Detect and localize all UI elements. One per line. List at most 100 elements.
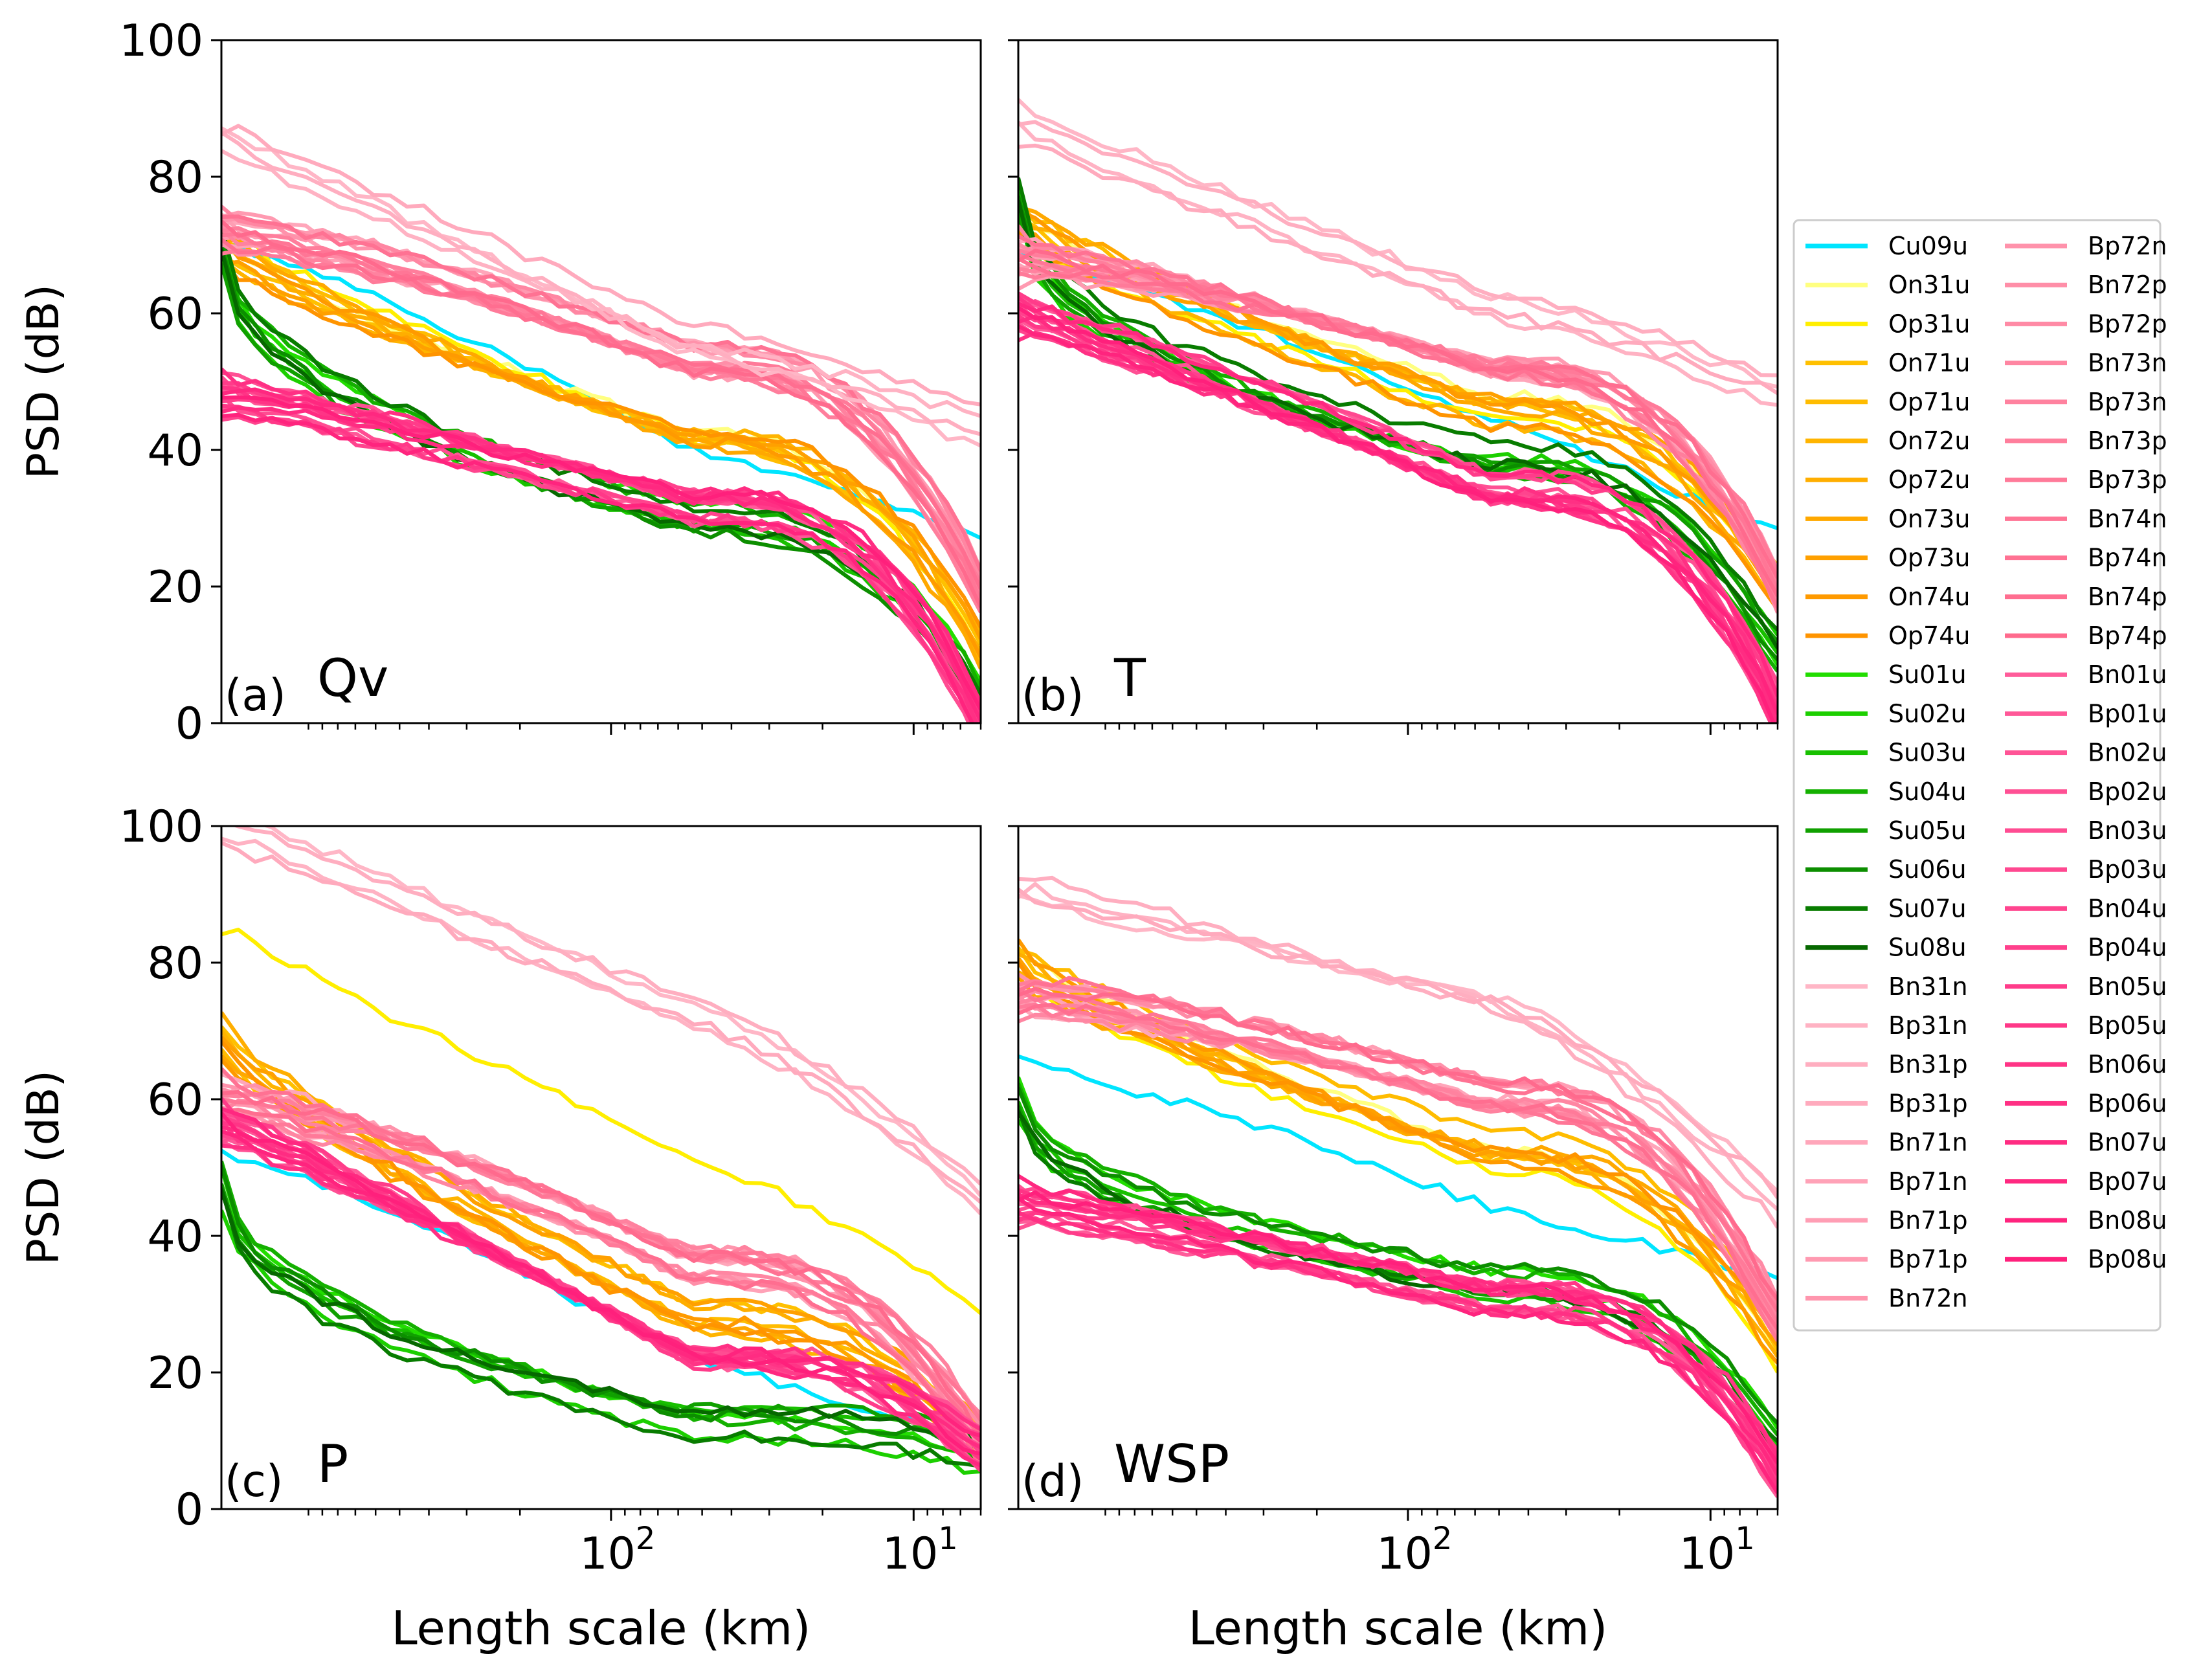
legend-entry: Op74u [1805, 621, 1970, 650]
y-tick-label: 100 [119, 801, 203, 853]
legend-label: Bp74p [2088, 621, 2167, 650]
series-line-Bp31n [221, 836, 981, 1216]
legend-label: Cu09u [1888, 232, 1968, 260]
series-line-Op74u [1018, 231, 1778, 611]
legend-entry: Op71u [1805, 388, 1970, 416]
legend-label: Bp02u [2088, 778, 2167, 806]
series-line-Op74u [221, 255, 981, 629]
legend-entry: Bn08u [2005, 1206, 2167, 1235]
y-tick-label: 100 [119, 16, 203, 67]
legend-entry: Bp73n [2005, 388, 2167, 416]
legend-entry: Bp01u [2005, 699, 2167, 728]
legend-label: Bp04u [2088, 934, 2167, 962]
legend-label: Bn73n [2088, 349, 2167, 377]
legend-label: Bp01u [2088, 699, 2167, 728]
legend-label: Bp31p [1888, 1089, 1968, 1117]
legend-entry: Bp04u [2005, 934, 2167, 962]
legend-entry: Bp02u [2005, 778, 2167, 806]
y-tick-label: 80 [147, 938, 203, 989]
series-lines [1018, 875, 1778, 1499]
legend-entry: Cu09u [1805, 232, 1968, 260]
legend-entry: Bn73p [2005, 427, 2167, 455]
legend-entry: On72u [1805, 427, 1970, 455]
legend-entry: Su03u [1805, 739, 1967, 767]
axes-frame [1017, 39, 1779, 724]
series-line-Bp07u [1018, 302, 1778, 697]
legend-label: Bn72p [2088, 271, 2167, 299]
series-line-Bp74p [221, 1090, 981, 1440]
series-line-Bp31p [1018, 888, 1778, 1200]
legend-entry: Bn02u [2005, 739, 2167, 767]
legend-label: Bp31n [1888, 1011, 1968, 1040]
series-line-On72u [221, 1029, 981, 1466]
legend-entry: Bn31p [1805, 1050, 1968, 1079]
legend-box [1793, 219, 2162, 1332]
series-line-Su07u [1018, 1109, 1778, 1443]
legend-label: Su03u [1888, 739, 1967, 767]
series-line-Bp06u [1018, 330, 1778, 709]
legend-label: On73u [1888, 504, 1970, 533]
series-line-Cu09u [1018, 1054, 1778, 1281]
legend-label: Op74u [1888, 621, 1970, 650]
series-line-On74u [221, 232, 981, 658]
legend-entry: Su04u [1805, 778, 1967, 806]
series-line-Bp31p [1018, 143, 1778, 396]
legend-label: Bp74n [2088, 544, 2167, 572]
series-line-On73u [221, 237, 981, 670]
legend-entry: Bp72n [2005, 232, 2167, 260]
series-line-Bp07u [221, 387, 981, 722]
legend-label: Su04u [1888, 778, 1967, 806]
panel-label: (a) [225, 670, 286, 721]
series-line-Su07u [1018, 177, 1778, 632]
legend-entry: Bp31p [1805, 1089, 1968, 1117]
series-line-Bn03u [1018, 1203, 1778, 1457]
legend-entry: Bn05u [2005, 972, 2167, 1001]
legend-entry: Bn74p [2005, 583, 2167, 611]
panel-label: (b) [1022, 670, 1084, 721]
legend-label: Su07u [1888, 894, 1967, 923]
legend-label: Bp72n [2088, 232, 2167, 260]
legend-label: Su08u [1888, 934, 1967, 962]
y-axis-label: PSD (dB) [18, 1070, 69, 1265]
legend-label: Bn06u [2088, 1050, 2167, 1079]
series-line-Bp74n [221, 1067, 981, 1440]
panel-variable-label: WSP [1114, 1434, 1229, 1494]
series-line-Bn07u [1018, 314, 1778, 723]
y-axis-label: PSD (dB) [18, 284, 69, 479]
legend-label: Bn01u [2088, 660, 2167, 689]
panel-label: (d) [1022, 1456, 1084, 1507]
series-line-Bp31p [221, 841, 981, 1204]
x-axis-label: Length scale (km) [392, 1601, 811, 1655]
series-line-Op74u [1018, 961, 1778, 1335]
y-tick-label: 40 [147, 1211, 203, 1262]
panel-label: (c) [225, 1456, 283, 1507]
series-line-Bn31p [221, 130, 981, 436]
legend-entry: Su08u [1805, 934, 1967, 962]
legend-entry: Bp07u [2005, 1167, 2167, 1196]
panel-variable-label: T [1113, 648, 1146, 708]
legend-entry: Bn31n [1805, 972, 1968, 1001]
series-line-Su08u [221, 1189, 981, 1438]
series-lines [1018, 98, 1778, 723]
legend-label: Su01u [1888, 660, 1967, 689]
legend-entry: Bp05u [2005, 1011, 2167, 1040]
legend-label: Bn74p [2088, 583, 2167, 611]
legend-label: Op72u [1888, 465, 1970, 494]
x-tick-label: 101 [882, 1521, 958, 1580]
legend-label: On74u [1888, 583, 1970, 611]
legend-entry: Bp72p [2005, 309, 2167, 338]
legend-entry: Su01u [1805, 660, 1967, 689]
legend-label: Bp71p [1888, 1245, 1968, 1273]
panel-b: (b) T [1008, 39, 1779, 735]
series-line-Bp02u [1018, 322, 1778, 695]
legend: Cu09u On31u Op31u On71u Op71u On72u Op72u On73u… [1793, 219, 2167, 1332]
series-line-Bn74n [1018, 987, 1778, 1342]
legend-label: Su06u [1888, 855, 1967, 884]
series-line-Bn31n [1018, 98, 1778, 389]
legend-entry: Su02u [1805, 699, 1967, 728]
legend-entry: Bp31n [1805, 1011, 1968, 1040]
legend-label: On71u [1888, 349, 1970, 377]
legend-label: Su02u [1888, 699, 1967, 728]
legend-label: Bp03u [2088, 855, 2167, 884]
legend-entry: Bp71p [1805, 1245, 1968, 1273]
